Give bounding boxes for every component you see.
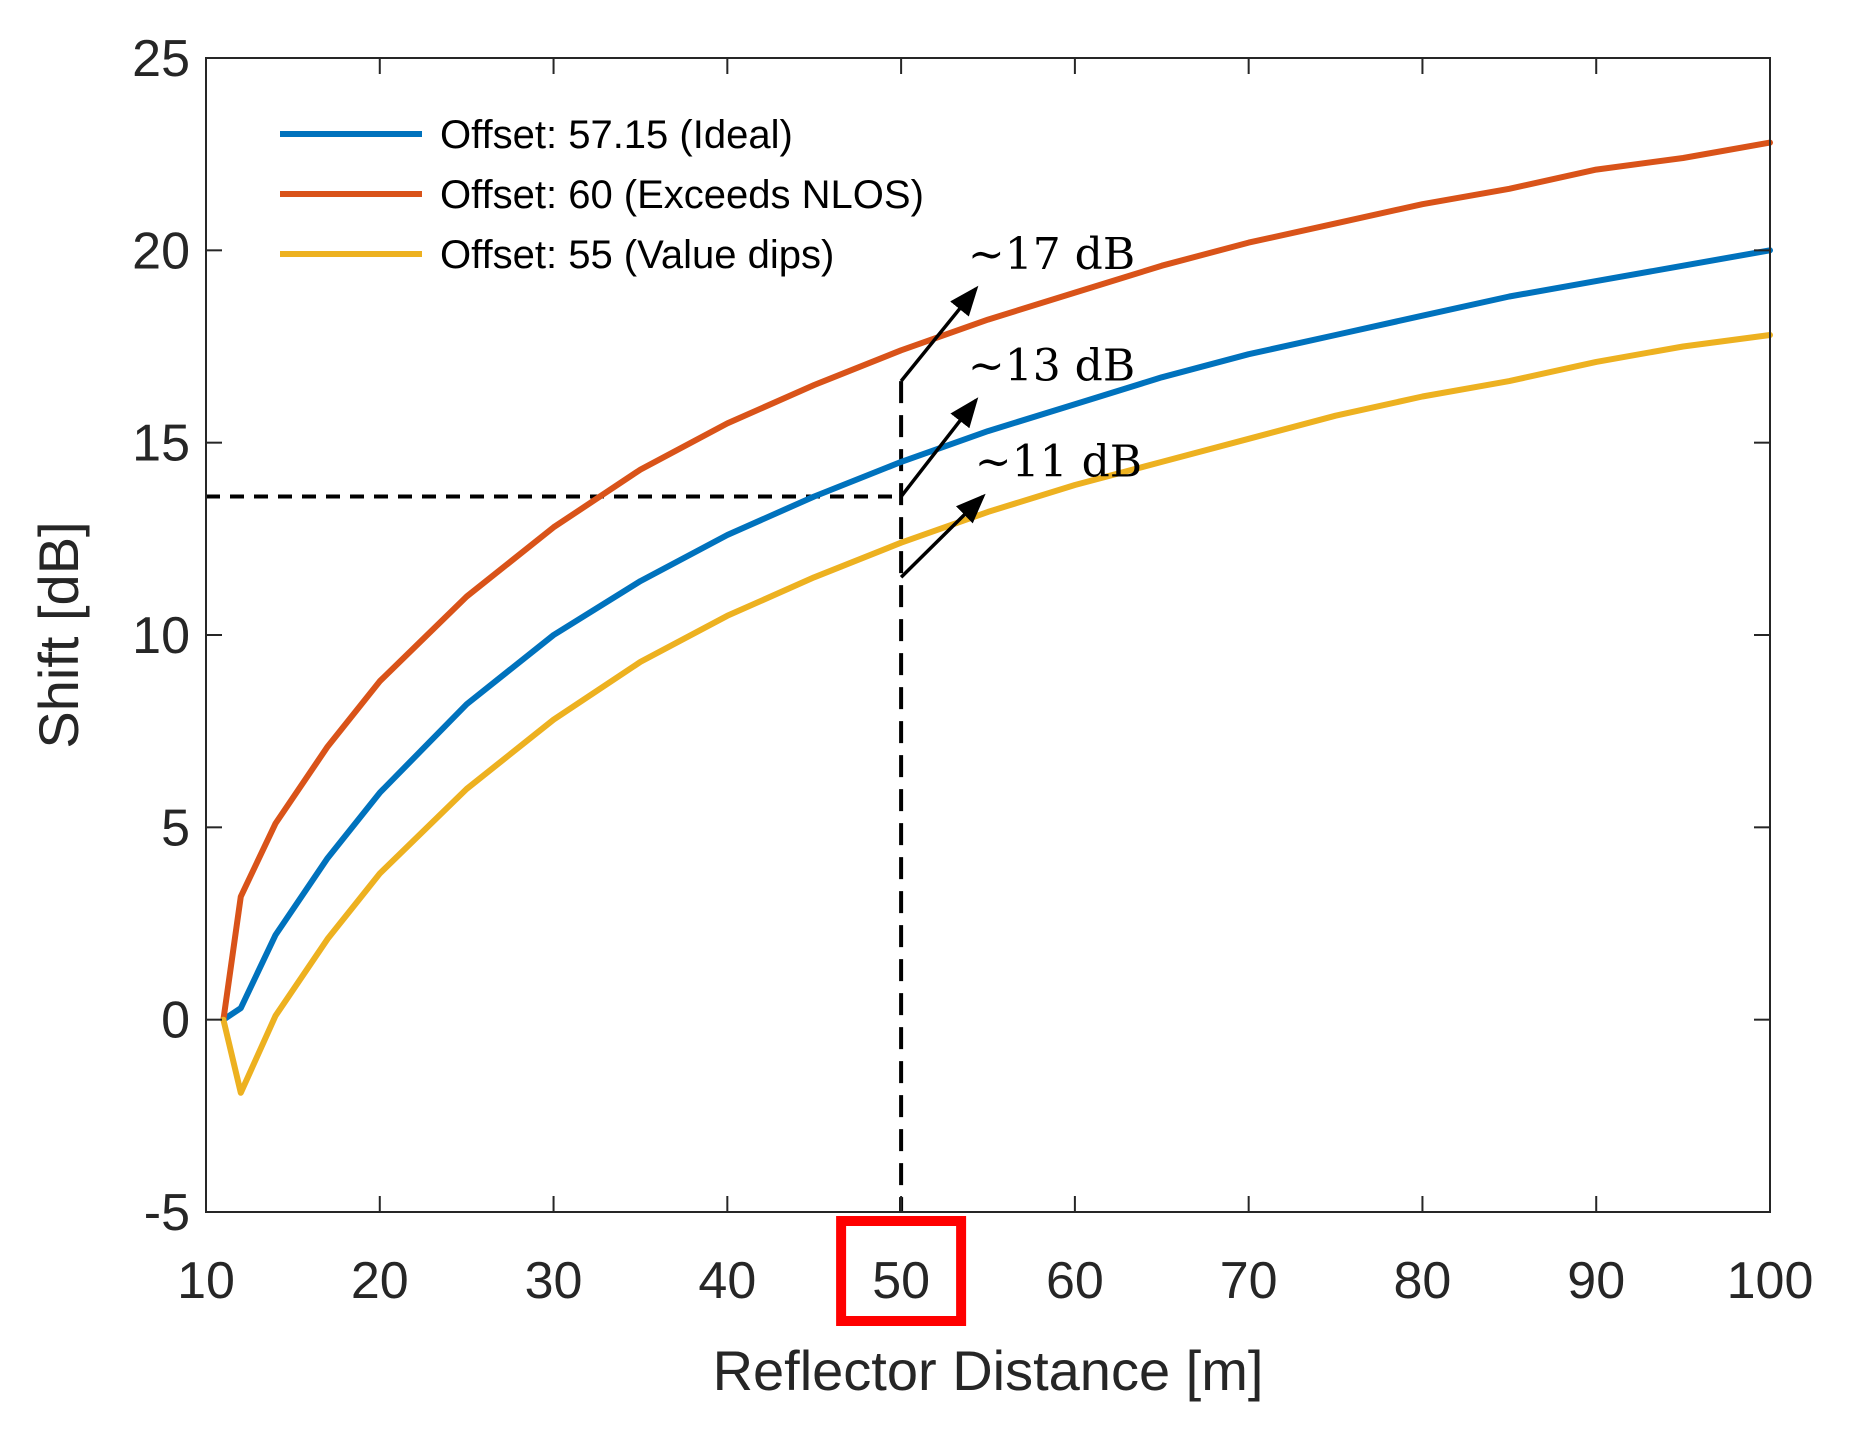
y-tick-label: 5 [161,799,190,857]
annotation-arrow-3 [899,493,986,579]
y-tick-label: 20 [132,222,190,280]
annotation-arrow-2 [899,397,979,498]
legend: Offset: 57.15 (Ideal) Offset: 60 (Exceeds… [280,113,924,277]
y-tick-label: 15 [132,415,190,473]
y-axis-title: Shift [dB] [27,521,90,748]
x-tick-label: 40 [698,1252,756,1310]
y-tick-label: 10 [132,607,190,665]
highlighted-tick-box [836,1216,967,1326]
series-lines [220,139,1773,1096]
legend-label-2: Offset: 60 (Exceeds NLOS) [440,173,924,217]
series-line-2 [220,139,1773,1023]
series-line-1 [220,247,1773,1023]
x-tick-label: 90 [1567,1252,1625,1310]
y-tick-label: -5 [144,1184,190,1242]
x-tick-label: 10 [177,1252,235,1310]
x-tick-label: 70 [1220,1252,1278,1310]
x-tick-labels: 10 20 30 40 50 60 70 80 90 100 [177,1252,1813,1310]
legend-label-1: Offset: 57.15 (Ideal) [440,113,793,157]
y-tick-labels: -5 0 5 10 15 20 25 [132,30,190,1242]
annotations: ~17 dB ~13 dB ~11 dB [899,229,1142,579]
y-tick-label: 0 [161,992,190,1050]
annotation-label-1: ~17 dB [968,229,1135,280]
x-tick-label: 80 [1394,1252,1452,1310]
x-tick-label: 50 [872,1252,930,1310]
series-line-3 [220,332,1773,1096]
x-tick-label: 60 [1046,1252,1104,1310]
annotation-label-3: ~11 dB [975,437,1142,488]
annotation-arrow-1 [899,285,979,383]
x-axis-title: Reflector Distance [m] [713,1339,1264,1402]
reference-lines [206,381,904,1212]
x-tick-label: 100 [1727,1252,1814,1310]
annotation-label-2: ~13 dB [968,340,1135,391]
legend-label-3: Offset: 55 (Value dips) [440,233,834,277]
x-tick-label: 30 [525,1252,583,1310]
axis-ticks [205,57,1771,1213]
y-tick-label: 25 [132,30,190,88]
x-tick-label: 20 [351,1252,409,1310]
